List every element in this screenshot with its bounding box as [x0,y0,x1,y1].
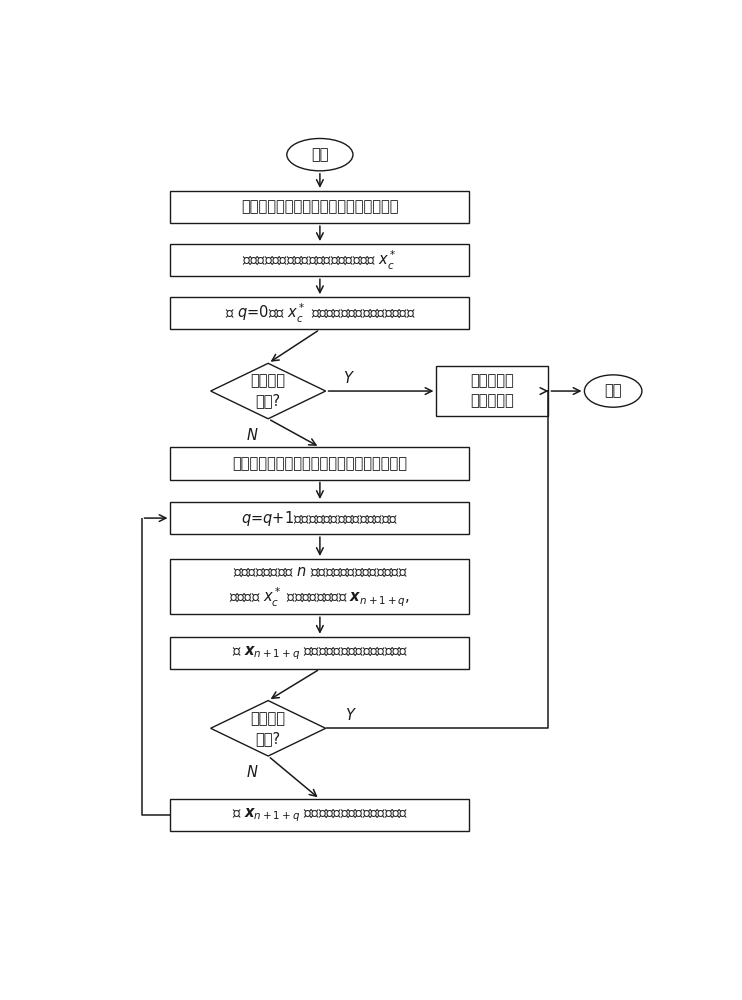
Text: Y: Y [345,708,354,723]
Text: Y: Y [343,371,352,386]
Text: 置 $q$=0，对 $x_c^*$ 进行电磁仿真，获得细模型响应: 置 $q$=0，对 $x_c^*$ 进行电磁仿真，获得细模型响应 [225,302,416,325]
Text: 对 $\boldsymbol{x}_{n+1+q}$ 进行电磁仿真，获得细模型响应: 对 $\boldsymbol{x}_{n+1+q}$ 进行电磁仿真，获得细模型响… [232,644,408,662]
Text: N: N [246,765,257,780]
Text: 开始: 开始 [311,147,329,162]
Ellipse shape [287,138,353,171]
Text: 确定设计指标和待优化变量，构建粗模型: 确定设计指标和待优化变量，构建粗模型 [241,200,398,215]
Bar [171,502,470,534]
Text: 结束: 结束 [605,384,622,399]
Bar [171,297,470,329]
Text: 输出优化后
的设计尺寸: 输出优化后 的设计尺寸 [470,374,514,408]
Polygon shape [211,701,326,756]
Bar [171,637,470,669]
Bar [171,244,470,276]
Text: 确定优化空间，构建半星状分布的训练样本集: 确定优化空间，构建半星状分布的训练样本集 [232,456,407,471]
Text: 满足设计
指标?: 满足设计 指标? [251,711,286,746]
Text: 根据设计指标优化粗模型获得其最优尺寸 $x_c^*$: 根据设计指标优化粗模型获得其最优尺寸 $x_c^*$ [243,249,397,272]
Bar [171,447,470,480]
Bar [171,799,470,831]
Ellipse shape [585,375,642,407]
Text: 满足设计
指标?: 满足设计 指标? [251,374,286,408]
Text: $q$=$q$+1，训练半空间映射高斯过程模型: $q$=$q$+1，训练半空间映射高斯过程模型 [241,509,398,528]
Text: 对 $\boldsymbol{x}_{n+1+q}$ 进行参数提取，更新训练样本集: 对 $\boldsymbol{x}_{n+1+q}$ 进行参数提取，更新训练样本… [232,807,408,824]
Bar [436,366,548,416]
Text: N: N [246,428,257,443]
Bar [171,559,470,614]
Text: 优化映射模块中的 $n$ 个高斯过程模型，找到使其输
出最接近 $x_c^*$ 所对应的输入矢量 $\boldsymbol{x}_{n+1+q}$,: 优化映射模块中的 $n$ 个高斯过程模型，找到使其输 出最接近 $x_c^*$ … [229,564,410,609]
Polygon shape [211,363,326,419]
Bar [171,191,470,223]
